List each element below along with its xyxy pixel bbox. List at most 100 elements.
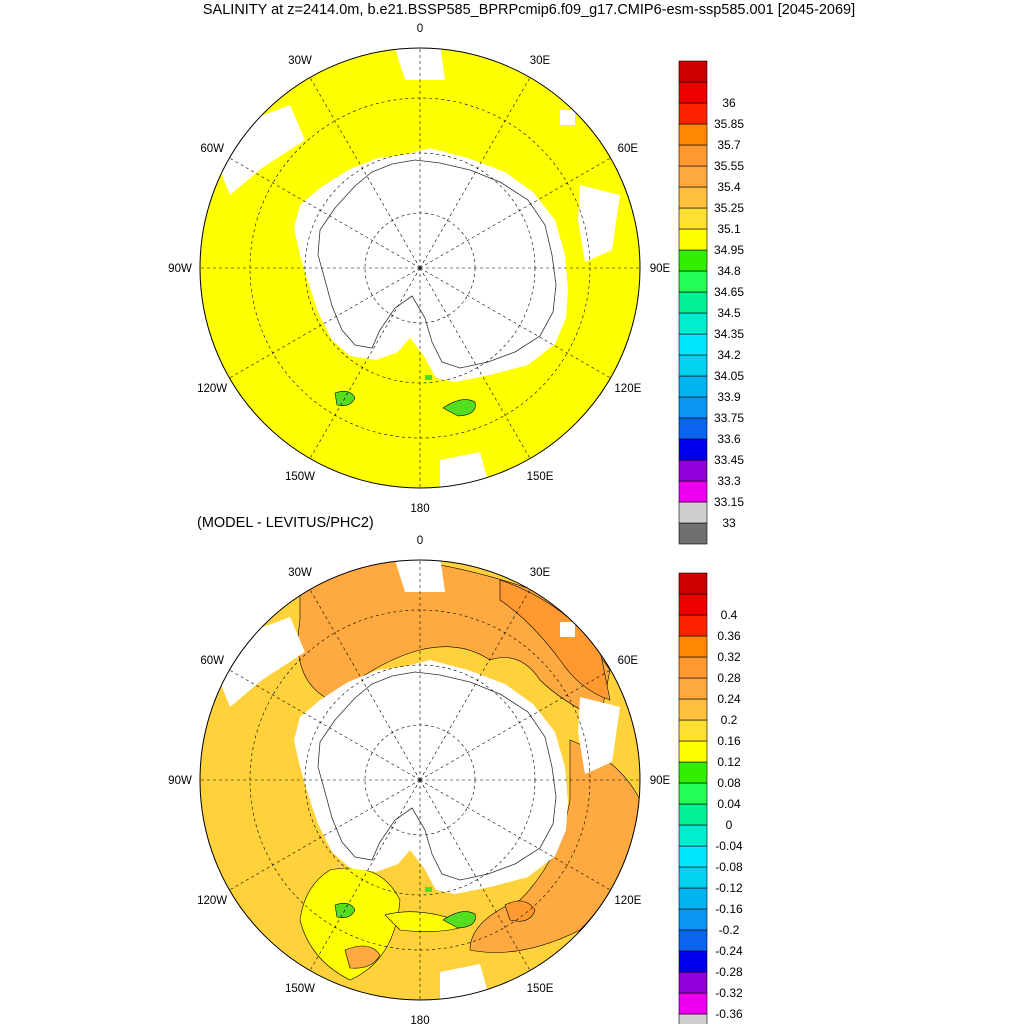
colorbar-label: 33 — [722, 516, 736, 530]
longitude-label: 120E — [614, 895, 641, 907]
orange-spot — [344, 945, 381, 969]
colorbar-box — [678, 228, 708, 251]
longitude-label: 30E — [530, 567, 551, 579]
colorbar-box — [678, 480, 708, 503]
colorbar-label: 0.12 — [717, 755, 741, 769]
meridian — [229, 669, 421, 781]
colorbar-label: 36 — [722, 96, 736, 110]
green-spot-3 — [425, 375, 432, 380]
meridian — [309, 267, 421, 459]
meridian — [309, 589, 421, 781]
difference-map: 0 30E 60E 90E 120E 150E 180 150W 120W 90W 60W 30W — [168, 535, 670, 1024]
meridian — [419, 779, 531, 971]
colorbar-label: 33.3 — [717, 474, 741, 488]
colorbar-box — [678, 375, 708, 398]
figure-title: SALINITY at z=2414.0m, b.e21.BSSP585_BPR… — [202, 2, 856, 18]
map-border — [199, 559, 641, 1001]
longitude-label: 120W — [197, 895, 227, 907]
mask-east — [578, 185, 620, 262]
longitude-label: 150W — [285, 983, 315, 995]
longitude-label: 90W — [168, 263, 192, 275]
longitude-label: 60E — [618, 143, 639, 155]
colorbar-label: 0 — [726, 818, 733, 832]
longitude-label: 90E — [650, 775, 671, 787]
longitude-label: 60W — [200, 143, 224, 155]
colorbar-box — [678, 186, 708, 209]
colorbar-box — [678, 312, 708, 335]
colorbar-box — [678, 656, 708, 679]
green-spot-2 — [442, 911, 476, 929]
colorbar-label: -0.28 — [715, 965, 743, 979]
green-spot-1 — [334, 391, 356, 406]
green-spot-3 — [425, 887, 432, 892]
colorbar-label: 33.45 — [714, 453, 744, 467]
colorbar-box — [678, 908, 708, 931]
colorbar-label: 34.05 — [714, 369, 744, 383]
colorbar-box — [678, 887, 708, 910]
coastline — [317, 159, 557, 369]
colorbar-label: -0.04 — [715, 839, 743, 853]
colorbar-box — [678, 102, 708, 125]
meridian — [419, 267, 531, 459]
colorbar-box — [678, 803, 708, 826]
colorbar-box — [678, 165, 708, 188]
longitude-label: 90E — [650, 263, 671, 275]
meridian — [229, 779, 421, 891]
colorbar-label: 0.4 — [721, 608, 738, 622]
colorbar-box — [678, 291, 708, 314]
colorbar-box — [678, 1013, 708, 1024]
colorbar-label: 33.6 — [717, 432, 741, 446]
colorbar-label: -0.08 — [715, 860, 743, 874]
colorbar-label: 35.7 — [717, 138, 741, 152]
mask-patch — [560, 110, 575, 125]
longitude-label: 120E — [614, 383, 641, 395]
colorbar-box — [678, 207, 708, 230]
colorbar-label: 35.1 — [717, 222, 741, 236]
colorbar-box — [678, 824, 708, 847]
colorbar-box — [678, 81, 708, 104]
meridian — [419, 779, 611, 891]
colorbar-box — [678, 635, 708, 658]
colorbar-box — [678, 845, 708, 868]
map-border — [199, 47, 641, 489]
colorbar-box — [678, 740, 708, 763]
colorbar-box — [678, 929, 708, 952]
colorbar-label: -0.32 — [715, 986, 743, 1000]
colorbar-box — [678, 396, 708, 419]
colorbar-label: 35.85 — [714, 117, 744, 131]
colorbar-box — [678, 614, 708, 637]
colorbar-label: 34.35 — [714, 327, 744, 341]
colorbar-label: -0.24 — [715, 944, 743, 958]
colorbar-label: 34.65 — [714, 285, 744, 299]
green-spot-1 — [334, 903, 356, 918]
colorbar-label: 34.95 — [714, 243, 744, 257]
colorbar-box — [678, 501, 708, 524]
colorbar-box — [678, 593, 708, 616]
colorbar-box — [678, 333, 708, 356]
colorbar-box — [678, 761, 708, 784]
mask-west — [220, 617, 305, 707]
colorbar-label: -0.2 — [719, 923, 740, 937]
mask-west — [220, 105, 305, 195]
colorbar-label: 33.75 — [714, 411, 744, 425]
meridian — [309, 779, 421, 971]
colorbar-box — [678, 677, 708, 700]
colorbar-box — [678, 438, 708, 461]
colorbar-box — [678, 866, 708, 889]
colorbar-label: 0.2 — [721, 713, 738, 727]
coastline — [317, 671, 557, 881]
longitude-label: 0 — [417, 535, 423, 547]
meridian — [419, 589, 531, 781]
colorbar-label: 0.04 — [717, 797, 741, 811]
difference-panel-title: (MODEL - LEVITUS/PHC2) — [197, 515, 374, 531]
colorbar-box — [678, 971, 708, 994]
longitude-label: 60W — [200, 655, 224, 667]
meridian — [419, 157, 611, 269]
colorbar-label: 35.25 — [714, 201, 744, 215]
colorbar-label: 34.8 — [717, 264, 741, 278]
colorbar-label: 34.5 — [717, 306, 741, 320]
colorbar-label: -0.36 — [715, 1007, 743, 1021]
meridian — [309, 77, 421, 269]
difference-colorbar: -0.4-0.36-0.32-0.28-0.24-0.2-0.16-0.12-0… — [678, 572, 743, 1024]
colorbar-box — [678, 522, 708, 545]
